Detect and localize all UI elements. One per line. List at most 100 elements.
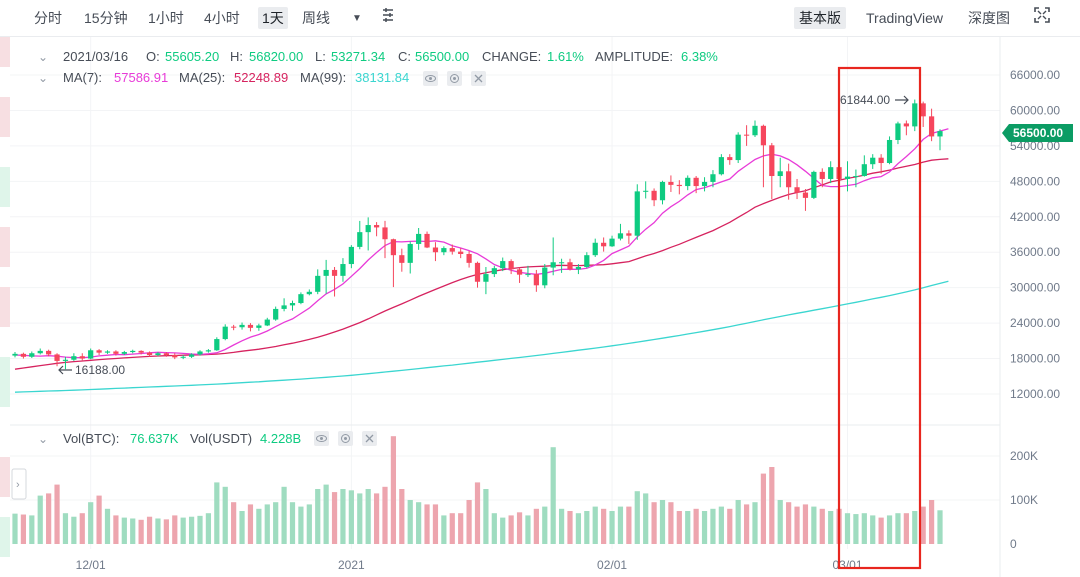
candle-body [306,291,312,295]
volume-bar [777,500,783,544]
volume-bar [315,489,321,544]
vol-usdt-value: 4.228B [260,431,301,446]
legend-date: 2021/03/16 [63,49,128,64]
candle-body [701,181,708,187]
volume-bar [96,495,102,544]
candle-body [256,325,262,328]
chevron-down-icon[interactable]: ▼ [352,13,362,24]
interval-2[interactable]: 1小时 [148,10,184,26]
volume-bar [743,504,750,544]
svg-text:61844.00: 61844.00 [840,93,890,107]
volume-bar [928,500,935,544]
eye-icon[interactable] [423,71,438,86]
candle-body [205,350,212,352]
ma7-line [14,128,949,359]
interval-1[interactable]: 15分钟 [84,10,128,26]
candle-body [197,351,203,355]
price-tick-label: 24000.00 [1010,316,1060,330]
candle-body [676,184,682,187]
candle-body [104,351,111,353]
volume-bar [533,508,539,544]
scroll-left-handle[interactable]: › [11,468,27,500]
candlestick-chart[interactable]: 12000.00 18000.00 24000.00 30000.00 36000.00… [0,37,1080,577]
candle-body [71,356,77,360]
volume-bar [760,473,767,544]
settings-icon[interactable] [447,71,462,86]
candle-body [399,255,405,263]
candle-body [96,350,102,353]
candle-body [113,351,119,354]
eye-icon[interactable] [314,431,329,446]
candle-body [802,192,809,198]
settings-icon[interactable] [338,431,353,446]
svg-text:AMPLITUDE:: AMPLITUDE: [595,49,673,64]
volume-bar [794,506,800,544]
volume-bar [634,491,640,544]
candle-body [222,326,228,340]
price-tick-label: 54000.00 [1010,139,1060,153]
close-icon[interactable] [471,71,486,86]
volume-bar [937,510,943,544]
candle-body [601,242,607,247]
legend-change: 1.61% [547,49,584,64]
candle-body [584,255,590,267]
volume-bar [500,517,506,544]
volume-bar [466,500,472,544]
candle-body [533,274,539,286]
volume-bar [399,489,405,544]
volume-bar [264,504,270,544]
fullscreen-icon[interactable] [1034,7,1050,29]
interval-0[interactable]: 分时 [34,10,62,26]
volume-bar [558,508,565,544]
volume-bar [491,513,497,544]
volume-bar [735,500,741,544]
indicator-settings-icon[interactable] [380,7,396,29]
candle-body [777,171,783,177]
candle-body [273,308,279,320]
legend-low: 53271.34 [331,49,385,64]
volume-bar [71,516,77,544]
svg-text:›: › [16,479,20,491]
volume-bar [886,515,893,544]
candle-body [575,266,582,270]
volume-bar [62,513,69,544]
volume-bar [163,519,169,544]
candle-body [743,134,750,136]
volume-bar [180,517,186,544]
candle-body [214,339,220,351]
view-tab-0[interactable]: 基本版 [794,7,846,29]
volume-bar [37,495,43,544]
interval-4[interactable]: 1天 [258,7,288,29]
volume-bar [878,517,884,544]
interval-5[interactable]: 周线 [302,10,330,26]
volume-bar [239,511,245,544]
highlight-box [837,66,922,570]
volume-bar [121,517,127,544]
view-tab-2[interactable]: 深度图 [968,10,1010,26]
candle-body [735,134,741,161]
volume-bar [306,504,312,544]
volume-bar [483,489,489,544]
candle-body [937,131,943,137]
candle-body [37,350,43,354]
volume-bar [441,515,447,544]
volume-bar [54,484,60,544]
candle-body [239,324,245,328]
candle-body [138,350,144,353]
svg-text:56500.00: 56500.00 [1013,126,1063,140]
price-tick-label: 18000.00 [1010,352,1060,366]
volume-tick-label: 0 [1010,537,1017,551]
view-tab-1[interactable]: TradingView [866,10,944,26]
candle-body [592,242,598,256]
candle-body [121,352,127,354]
candle-body [458,251,464,254]
candle-body [819,171,825,179]
interval-3[interactable]: 4小时 [204,10,240,26]
volume-bar [146,516,153,544]
candle-body [424,233,430,248]
candle-body [390,239,397,256]
svg-text:16188.00: 16188.00 [75,363,125,377]
candle-body [525,274,531,276]
candle-body [348,246,354,265]
close-icon[interactable] [362,431,377,446]
